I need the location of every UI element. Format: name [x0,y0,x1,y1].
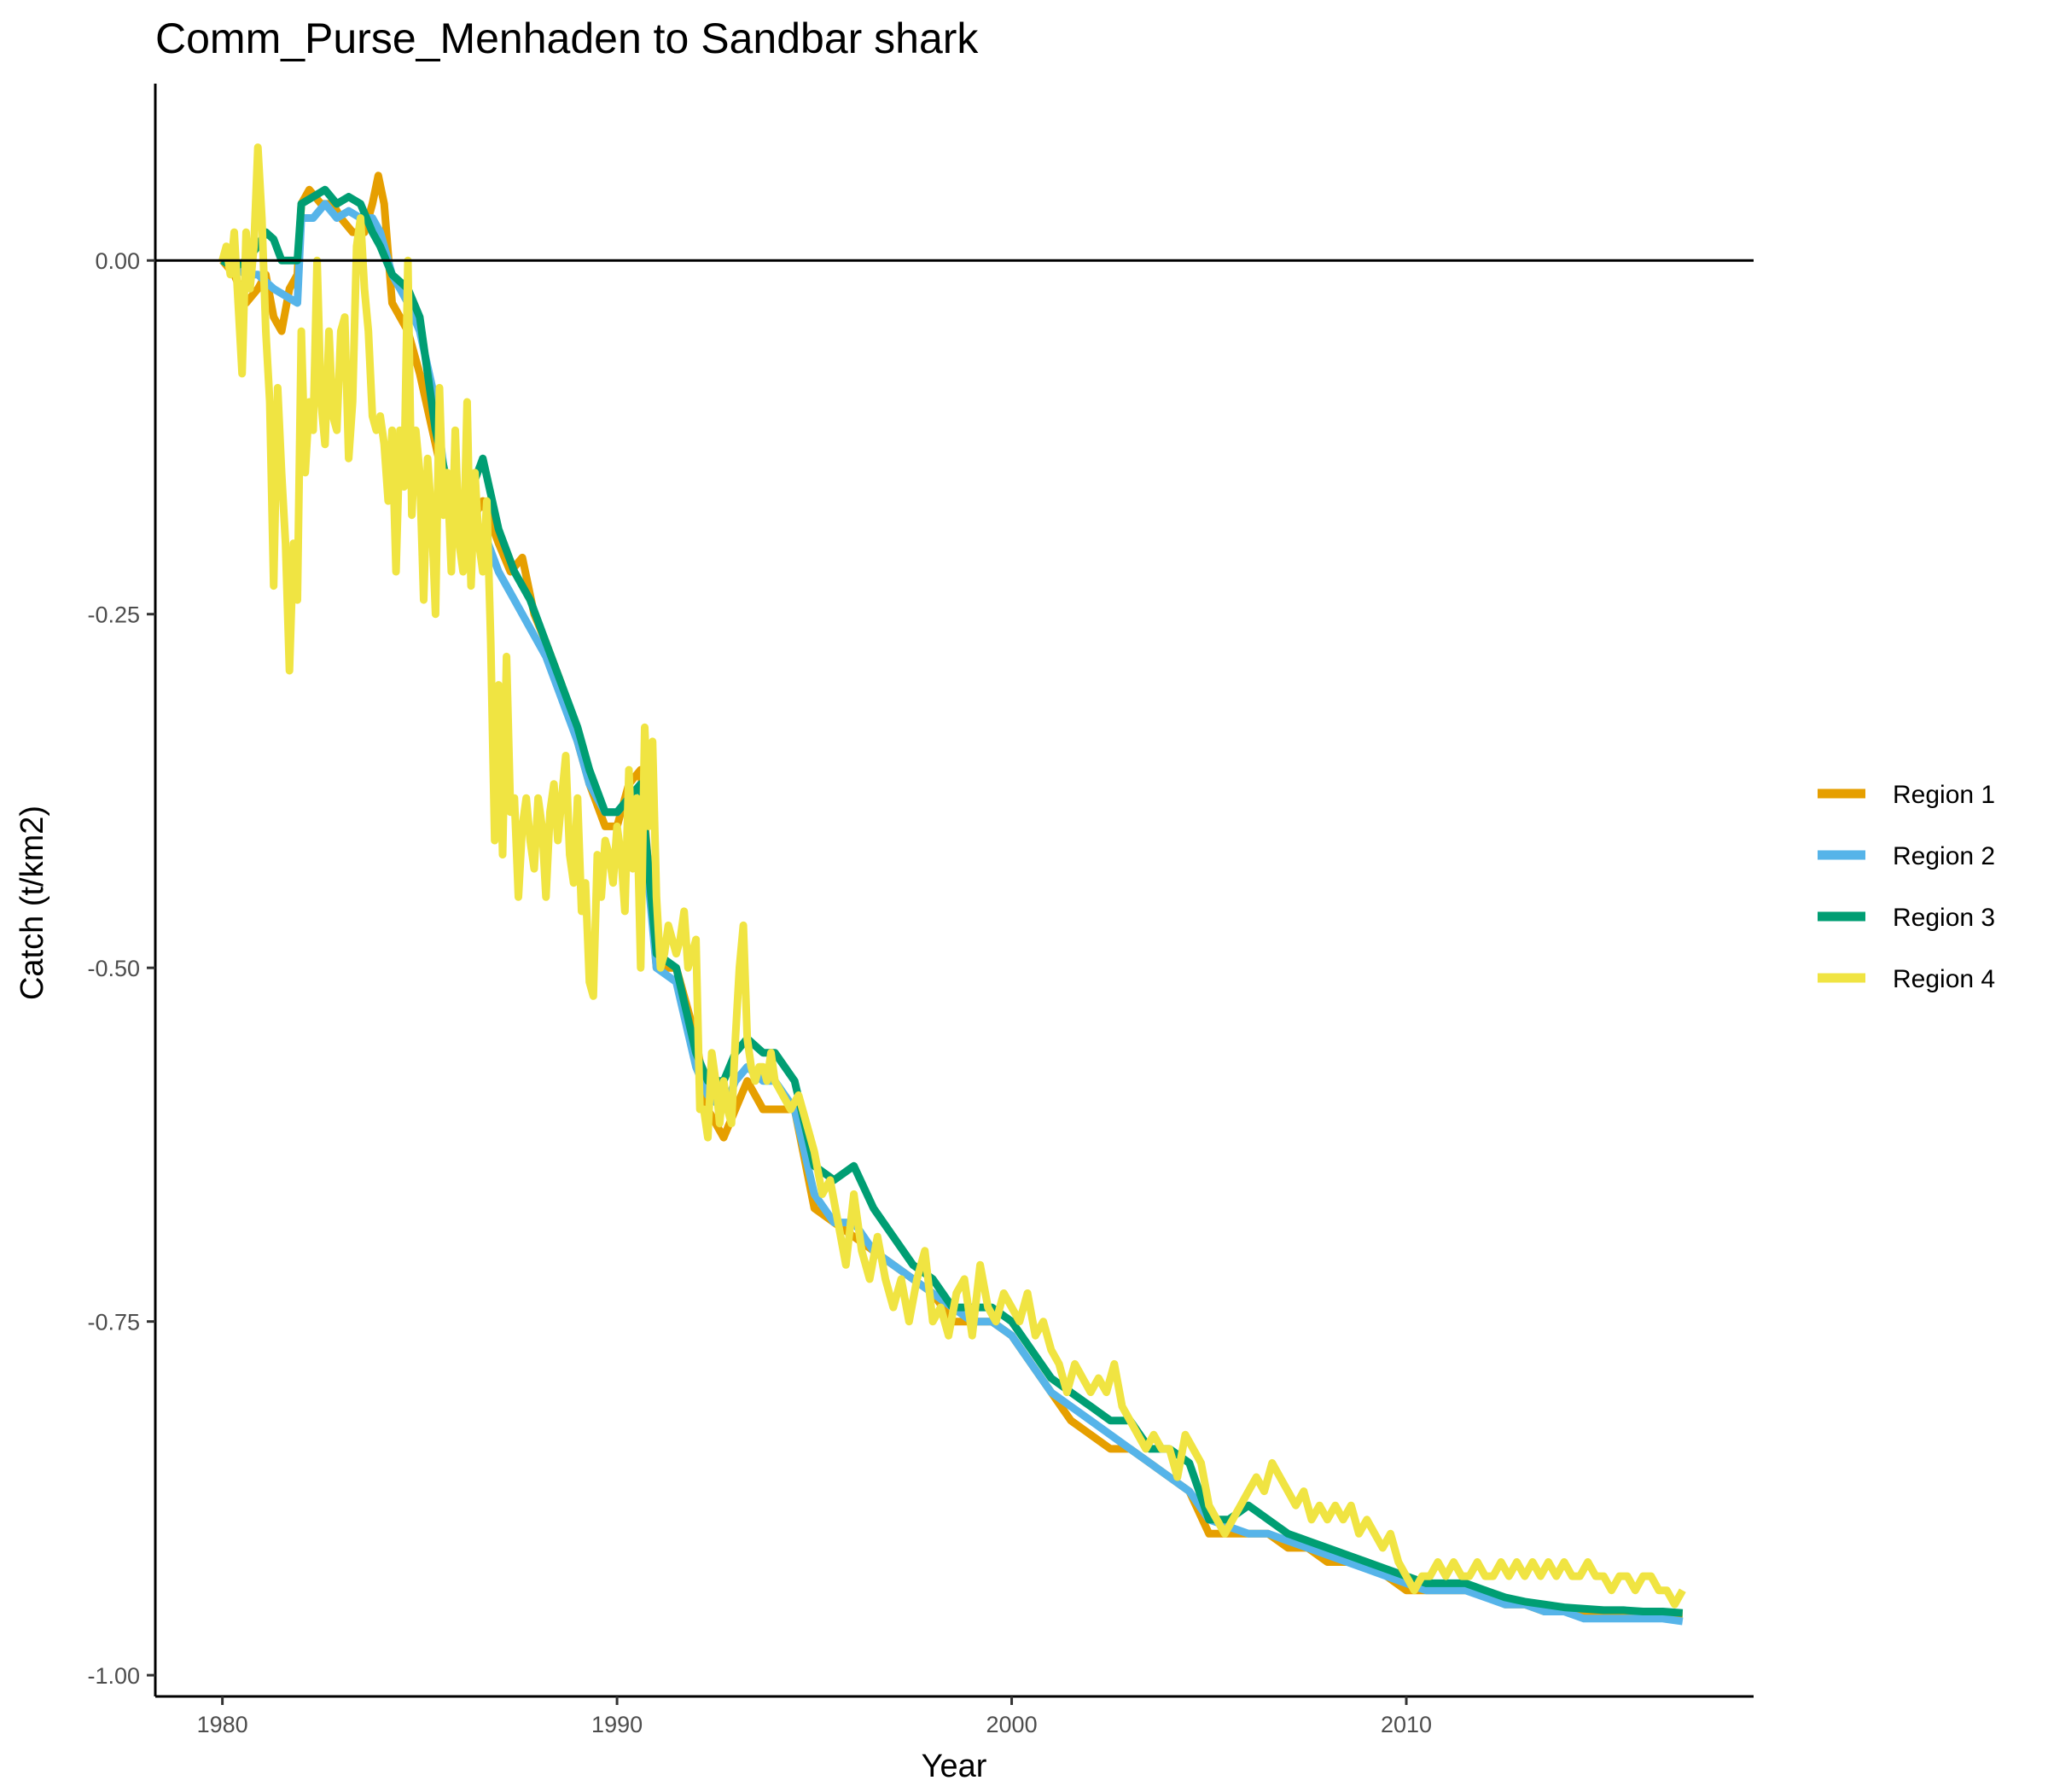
x-tick-label: 2010 [1381,1712,1432,1737]
series-layer [218,143,1686,1626]
legend-label-region-4: Region 4 [1893,965,1995,993]
chart-title: Comm_Purse_Menhaden to Sandbar shark [155,15,979,62]
legend-label-region-3: Region 3 [1893,904,1995,932]
x-axis-title: Year [922,1748,987,1784]
series-line-region-2 [220,200,1684,1626]
x-tick-label: 1980 [197,1712,248,1737]
y-axis-title: Catch (t/km2) [15,806,50,1000]
x-tick-label: 1990 [591,1712,643,1737]
x-axis-ticks: 1980 1990 2000 2010 [197,1696,1432,1737]
y-tick-label: -0.75 [87,1310,140,1335]
y-tick-label: -1.00 [87,1663,140,1689]
legend-label-region-2: Region 2 [1893,842,1995,870]
y-tick-label: 0.00 [95,248,140,274]
x-tick-label: 2000 [986,1712,1038,1737]
legend: Region 1 Region 2 Region 3 Region 4 [1818,781,1995,993]
y-tick-label: -0.50 [87,956,140,981]
y-axis-ticks: 0.00 -0.25 -0.50 -0.75 -1.00 [87,248,155,1689]
axes-layer [154,84,1754,1698]
series-line-region-4 [218,143,1686,1609]
y-tick-label: -0.25 [87,602,140,628]
legend-label-region-1: Region 1 [1893,781,1995,809]
